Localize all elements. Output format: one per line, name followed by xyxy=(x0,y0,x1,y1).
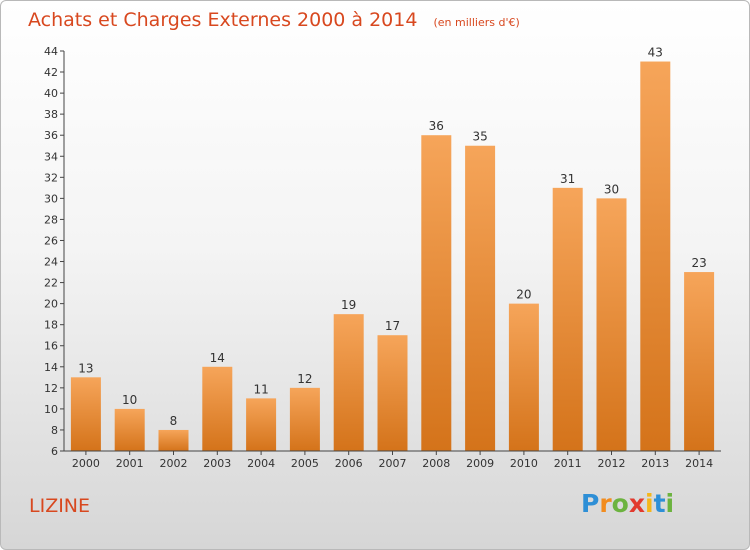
logo-letter: r xyxy=(599,489,612,518)
x-tick-label: 2013 xyxy=(641,457,669,470)
x-tick-label: 2002 xyxy=(160,457,188,470)
bar-2013 xyxy=(640,61,671,452)
data-label-2012: 30 xyxy=(604,182,619,196)
y-tick-label: 40 xyxy=(44,87,58,100)
y-tick-label: 36 xyxy=(44,129,58,142)
logo-letter: P xyxy=(581,489,600,518)
bar-2003 xyxy=(202,366,233,451)
y-tick-label: 24 xyxy=(44,256,58,269)
y-tick-label: 20 xyxy=(44,298,58,311)
data-label-2008: 36 xyxy=(429,119,444,133)
y-tick-label: 30 xyxy=(44,192,58,205)
bar-2000 xyxy=(70,377,101,451)
y-tick-label: 18 xyxy=(44,319,58,332)
data-label-2011: 31 xyxy=(560,172,575,186)
bar-2009 xyxy=(465,145,496,451)
chart-subtitle: (en milliers d'€) xyxy=(433,16,520,29)
data-label-2013: 43 xyxy=(648,46,663,60)
x-tick-label: 2004 xyxy=(247,457,275,470)
data-label-2007: 17 xyxy=(385,319,400,333)
logo-letter: i xyxy=(645,489,654,518)
y-tick-label: 34 xyxy=(44,150,58,163)
logo-letter: o xyxy=(611,489,629,518)
data-label-2000: 13 xyxy=(78,361,93,375)
y-tick-label: 42 xyxy=(44,66,58,79)
data-label-2004: 11 xyxy=(253,382,268,396)
data-label-2001: 10 xyxy=(122,393,137,407)
x-tick-label: 2007 xyxy=(379,457,407,470)
x-tick-label: 2009 xyxy=(466,457,494,470)
data-label-2002: 8 xyxy=(170,414,178,428)
bar-2005 xyxy=(289,387,320,451)
logo-letter: t xyxy=(653,489,666,518)
x-tick-label: 2006 xyxy=(335,457,363,470)
x-tick-label: 2003 xyxy=(203,457,231,470)
y-tick-label: 16 xyxy=(44,340,58,353)
chart-title: Achats et Charges Externes 2000 à 2014 (… xyxy=(28,9,520,31)
bar-2008 xyxy=(421,135,452,452)
bar-2001 xyxy=(114,408,145,451)
y-tick-label: 8 xyxy=(51,424,58,437)
logo-letter: x xyxy=(628,489,645,518)
y-tick-label: 14 xyxy=(44,361,58,374)
bar-2011 xyxy=(552,187,583,451)
bar-2006 xyxy=(333,314,364,451)
proxiti-logo: Proxiti xyxy=(581,489,674,518)
bar-2012 xyxy=(596,198,627,451)
data-label-2014: 23 xyxy=(691,256,706,270)
bar-2014 xyxy=(684,272,715,451)
data-label-2006: 19 xyxy=(341,298,356,312)
y-tick-label: 28 xyxy=(44,213,58,226)
x-tick-label: 2014 xyxy=(685,457,713,470)
x-tick-label: 2001 xyxy=(116,457,144,470)
commune-name: LIZINE xyxy=(29,495,91,517)
data-label-2005: 12 xyxy=(297,372,312,386)
y-tick-label: 26 xyxy=(44,234,58,247)
x-tick-label: 2011 xyxy=(554,457,582,470)
bar-2007 xyxy=(377,335,408,451)
bar-2010 xyxy=(508,303,539,451)
logo-letter: i xyxy=(665,489,675,518)
data-label-2009: 35 xyxy=(472,130,487,144)
y-tick-label: 12 xyxy=(44,382,58,395)
bar-2002 xyxy=(158,429,189,451)
x-tick-label: 2000 xyxy=(72,457,100,470)
y-tick-label: 10 xyxy=(44,403,58,416)
y-tick-label: 32 xyxy=(44,171,58,184)
y-tick-label: 38 xyxy=(44,108,58,121)
x-tick-label: 2010 xyxy=(510,457,538,470)
y-tick-label: 44 xyxy=(44,45,58,58)
bar-2004 xyxy=(246,398,277,451)
x-tick-label: 2012 xyxy=(598,457,626,470)
x-tick-label: 2005 xyxy=(291,457,319,470)
y-tick-label: 22 xyxy=(44,277,58,290)
data-label-2010: 20 xyxy=(516,288,531,302)
data-label-2003: 14 xyxy=(210,351,225,365)
y-tick-label: 6 xyxy=(51,445,58,458)
x-tick-label: 2008 xyxy=(422,457,450,470)
chart-title-text: Achats et Charges Externes 2000 à 2014 xyxy=(28,9,418,31)
